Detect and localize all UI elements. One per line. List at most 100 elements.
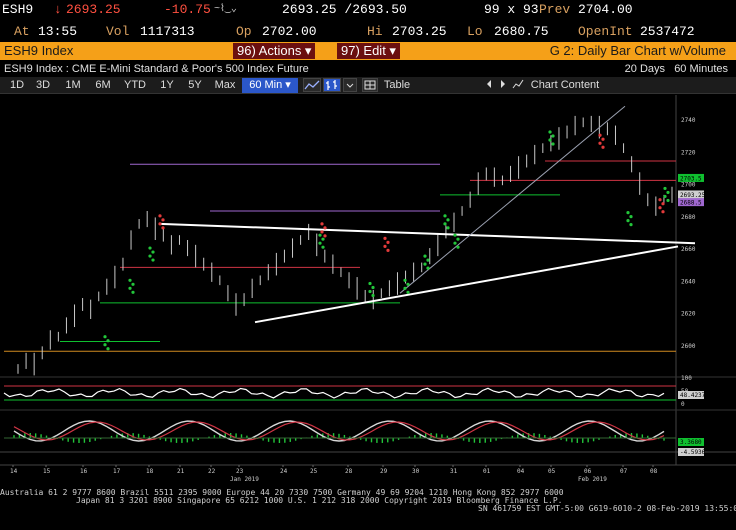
- line-chart-icon[interactable]: [303, 78, 321, 92]
- range-3d-button[interactable]: 3D: [35, 79, 51, 91]
- signal-dot: [551, 142, 555, 146]
- signal-dot: [456, 237, 460, 241]
- signal-dot: [443, 214, 447, 218]
- price-badge: [678, 198, 704, 207]
- signal-dot: [323, 226, 327, 230]
- price-badge: [678, 173, 704, 182]
- signal-dot: [148, 254, 152, 258]
- volume-value: 1117313: [140, 24, 195, 39]
- high-value: 2703.25: [392, 24, 447, 39]
- x-tick-label: 04: [517, 468, 525, 475]
- open-value: 2702.00: [262, 24, 317, 39]
- rsi-tick-label: 100: [681, 375, 692, 382]
- y-tick-label: 2640: [681, 278, 696, 285]
- quote-row-2: At 13:55 Vol 1117313 Op 2702.00 Hi 2703.…: [0, 22, 736, 41]
- interval-select[interactable]: 60 Min ▾: [242, 78, 298, 93]
- signal-dot: [106, 347, 110, 351]
- signal-dot: [666, 198, 670, 203]
- signal-dot: [103, 335, 107, 339]
- range-6m-button[interactable]: 6M: [95, 79, 111, 91]
- range-ytd-button[interactable]: YTD: [124, 79, 146, 91]
- chart-title: G 2: Daily Bar Chart w/Volume: [549, 43, 726, 58]
- signal-dot: [426, 266, 430, 270]
- signal-dot: [371, 285, 375, 290]
- signal-dot: [383, 236, 387, 240]
- chart-content-button[interactable]: Chart Content: [530, 79, 600, 91]
- signal-dot: [371, 293, 375, 298]
- actions-menu[interactable]: 96) Actions ▾: [233, 43, 316, 59]
- y-tick-label: 2660: [681, 246, 696, 253]
- bar-chart-icon[interactable]: [323, 78, 341, 92]
- high-label: Hi: [367, 24, 383, 39]
- signal-dot: [158, 222, 162, 226]
- left-arrow-icon[interactable]: [484, 78, 496, 92]
- signal-dot: [601, 137, 605, 141]
- signal-dot: [446, 226, 450, 230]
- signal-dot: [158, 214, 162, 218]
- chart-dropdown-icon[interactable]: [343, 78, 357, 92]
- macd-line: [13, 420, 665, 442]
- signal-dot: [321, 237, 325, 241]
- signal-dot: [131, 282, 135, 286]
- signal-dot: [406, 282, 410, 286]
- signal-dot: [658, 206, 662, 210]
- signal-dot: [626, 219, 630, 223]
- signal-dot: [423, 254, 427, 258]
- security-bar: ESH9 Index 96) Actions ▾ 97) Edit ▾ G 2:…: [0, 42, 736, 60]
- ticker[interactable]: ESH9: [2, 2, 34, 17]
- signal-dot: [629, 223, 633, 227]
- x-tick-label: 30: [412, 468, 420, 475]
- x-tick-label: 07: [620, 468, 628, 475]
- x-tick-label: 18: [146, 468, 154, 475]
- range-1d-button[interactable]: 1D: [9, 79, 25, 91]
- price-chart[interactable]: 2740 2720 2700 2680 2660 2640 2620 2600 2703.5 26…: [0, 95, 736, 483]
- signal-dot: [128, 286, 132, 290]
- signal-dot: [598, 133, 602, 137]
- rsi-tick-label: 0: [681, 401, 685, 408]
- rsi-line: [3, 387, 665, 399]
- signal-dot: [423, 262, 427, 266]
- signal-dot: [548, 138, 552, 142]
- x-tick-label: 08: [650, 468, 658, 475]
- footer-line-3: SN 461759 EST GMT-5:00 G619-6010-2 08-Fe…: [478, 504, 736, 513]
- table-button[interactable]: Table: [383, 79, 411, 91]
- table-icon[interactable]: [362, 78, 378, 92]
- range-1y-button[interactable]: 1Y: [160, 79, 174, 91]
- low-label: Lo: [467, 24, 483, 39]
- right-arrow-icon[interactable]: [498, 78, 510, 92]
- signal-dot: [456, 245, 460, 249]
- signal-dot: [383, 244, 387, 248]
- range-max-button[interactable]: Max: [214, 79, 236, 91]
- range-1m-button[interactable]: 1M: [65, 79, 81, 91]
- signal-dot: [626, 211, 630, 215]
- low-value: 2680.75: [494, 24, 549, 39]
- range-5y-button[interactable]: 5Y: [188, 79, 202, 91]
- open-label: Op: [236, 24, 252, 39]
- signal-dot: [403, 278, 407, 282]
- signal-dot: [151, 250, 155, 254]
- signal-dot: [320, 222, 324, 226]
- signal-dot: [446, 218, 450, 222]
- prev-value: 2704.00: [578, 2, 633, 17]
- at-label: At: [14, 24, 30, 39]
- period-interval[interactable]: 60 Minutes: [674, 63, 728, 75]
- price-badge: [678, 190, 704, 199]
- signal-dot: [403, 286, 407, 290]
- edit-menu[interactable]: 97) Edit ▾: [337, 43, 400, 59]
- x-tick-label: 25: [310, 468, 318, 475]
- x-month-label: Feb 2019: [578, 476, 607, 483]
- signal-dot: [131, 290, 135, 294]
- last-price: 2693.25: [66, 2, 121, 17]
- signal-dot: [426, 258, 430, 262]
- signal-dot: [128, 278, 132, 282]
- signal-dot: [103, 343, 107, 347]
- macd-badge-label: 3.3680: [680, 439, 702, 446]
- bid-ask: 2693.25 /2693.50: [282, 2, 407, 17]
- signal-dot: [318, 233, 322, 237]
- signal-dot: [548, 130, 552, 134]
- chart-content-icon[interactable]: [512, 78, 524, 92]
- security-name[interactable]: ESH9 Index: [4, 43, 74, 58]
- signal-dot: [368, 281, 372, 286]
- period-days[interactable]: 20 Days: [624, 63, 666, 75]
- signal-dot: [598, 141, 602, 145]
